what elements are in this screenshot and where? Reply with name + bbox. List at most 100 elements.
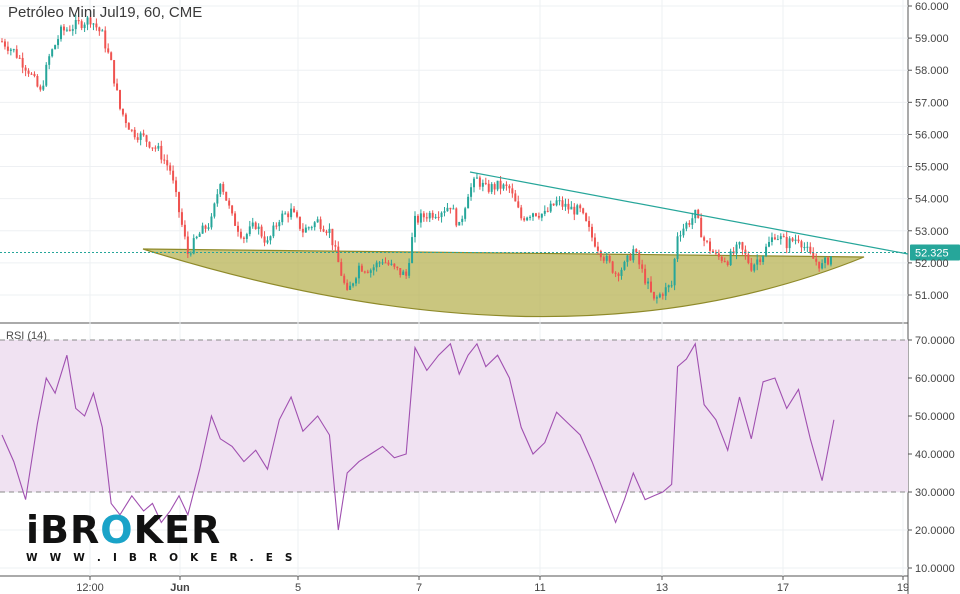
candle-body [484, 182, 487, 184]
candle-body [641, 264, 644, 269]
candle-body [443, 211, 446, 213]
candle-body [48, 56, 51, 65]
candle-body [405, 271, 408, 276]
candle-body [425, 217, 428, 219]
candle-body [275, 225, 278, 227]
candle-body [747, 254, 750, 263]
candle-body [697, 209, 700, 218]
candle-body [647, 281, 650, 284]
candle-body [564, 203, 567, 207]
candle-body [71, 29, 74, 31]
candle-body [219, 184, 222, 195]
candle-body [470, 187, 473, 197]
candle-body [251, 222, 254, 227]
candle-body [511, 188, 514, 194]
candle-body [638, 252, 641, 265]
candle-body [682, 228, 685, 236]
candle-body [773, 237, 776, 240]
candle-body [496, 180, 499, 190]
candle-body [151, 147, 154, 149]
candle-body [189, 253, 192, 255]
rsi-indicator-label[interactable]: RSI (14) [6, 330, 47, 342]
rsi-line [1, 342, 835, 531]
candle-body [304, 227, 307, 233]
candle-body [130, 129, 133, 131]
candle-body [213, 203, 216, 217]
candle-body [110, 52, 113, 61]
candle-body [673, 258, 676, 286]
candle-body [408, 262, 411, 276]
candle-body [39, 86, 42, 90]
logo-wordmark: iBROKER [26, 510, 297, 550]
candle-body [328, 228, 331, 233]
candle-body [667, 285, 670, 288]
candle-body [809, 246, 812, 254]
candle-body [322, 229, 325, 232]
candle-body [36, 76, 39, 87]
candle-body [254, 222, 257, 229]
candle-body [12, 49, 15, 51]
candle-body [455, 208, 458, 226]
candle-body [729, 251, 732, 265]
candle-body [387, 262, 390, 265]
candle-body [366, 271, 369, 273]
candle-body [83, 24, 86, 29]
candle-body [222, 184, 225, 192]
candle-body [537, 215, 540, 218]
candle-body [623, 261, 626, 270]
price-tick-label: 53.000 [915, 226, 949, 238]
candle-body [605, 255, 608, 261]
time-tick-label: Jun [170, 582, 190, 594]
candle-body [446, 207, 449, 212]
candle-body [148, 141, 151, 148]
candle-body [381, 262, 384, 264]
candle-body [248, 226, 251, 235]
candle-body [709, 241, 711, 251]
candle-body [593, 237, 596, 247]
candle-body [596, 246, 599, 251]
candle-body [770, 237, 773, 243]
candle-body [172, 170, 175, 181]
candle-body [473, 178, 475, 188]
candle-body [585, 213, 588, 221]
candle-body [334, 245, 337, 247]
candle-body [827, 257, 829, 265]
candle-body [119, 90, 121, 109]
candle-body [287, 213, 290, 218]
logo-suffix: KER [133, 508, 222, 552]
candle-body [540, 213, 543, 218]
candle-body [142, 133, 145, 136]
candle-body [635, 249, 638, 253]
logo-prefix: iBR [26, 508, 101, 552]
candle-body [573, 206, 576, 215]
last-price-label: 52.325 [915, 247, 949, 259]
candle-body [526, 217, 529, 221]
candle-body [691, 218, 694, 225]
candle-body [714, 252, 717, 254]
candle-body [676, 236, 679, 259]
candle-body [30, 73, 33, 75]
candle-body [750, 262, 753, 271]
candle-body [183, 224, 186, 237]
candle-body [384, 262, 387, 264]
candle-body [652, 291, 655, 299]
candle-body [806, 246, 809, 248]
candle-body [608, 255, 611, 262]
rsi-tick-label: 40.0000 [915, 449, 955, 461]
candle-body [195, 236, 198, 239]
candle-body [452, 208, 455, 210]
candle-body [186, 236, 189, 254]
candle-body [467, 196, 470, 209]
candle-body [269, 236, 272, 241]
candle-body [534, 213, 537, 216]
candle-body [51, 49, 54, 57]
candle-body [800, 241, 803, 248]
candle-body [579, 205, 582, 209]
candle-body [658, 294, 661, 298]
candle-body [98, 27, 101, 32]
candle-body [101, 30, 104, 32]
candle-body [514, 193, 517, 202]
candle-body [139, 133, 142, 140]
candle-body [192, 238, 195, 254]
candle-body [481, 182, 484, 187]
